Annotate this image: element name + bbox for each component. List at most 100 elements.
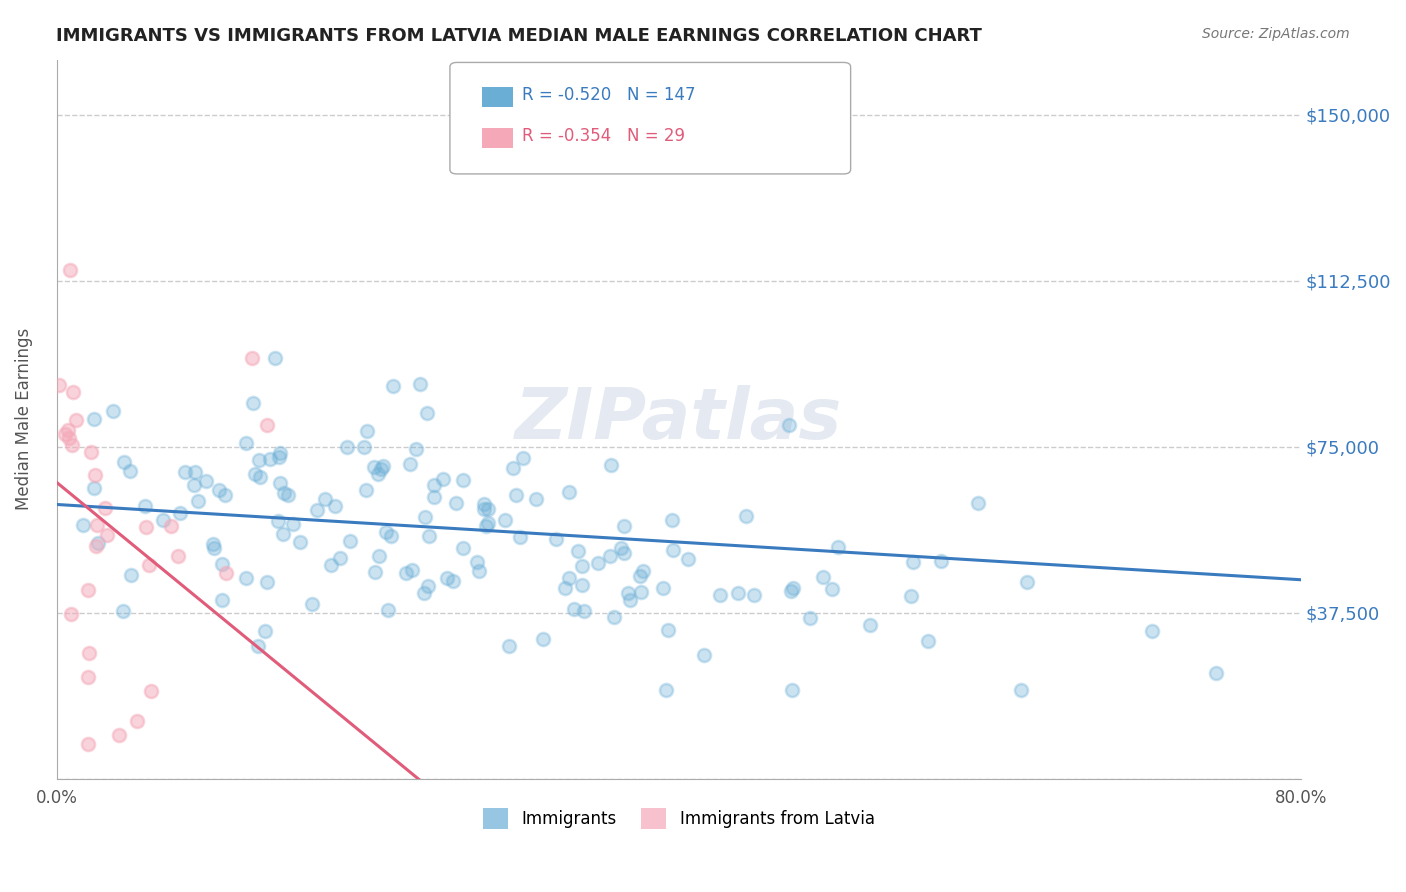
Point [86,518,108,533]
Point [79,647,101,661]
Point [60,438,83,452]
Point [602,610,624,624]
Point [654,683,676,698]
Point [112,455,135,469]
Point [619,593,641,607]
Point [96,528,118,542]
Point [399,457,422,471]
Point [169,506,191,520]
Point [256,417,278,432]
Point [628,569,651,583]
Point [259,451,281,466]
Text: R = -0.520   N = 147: R = -0.520 N = 147 [522,86,695,103]
Point [214,488,236,502]
Point [709,588,731,602]
Point [135,520,157,534]
Point [77,582,100,597]
Point [901,555,924,569]
Point [567,543,589,558]
Point [811,570,834,584]
Point [112,604,135,618]
Point [613,546,636,560]
Point [354,483,377,498]
Point [211,592,233,607]
Point [692,648,714,663]
Point [94,501,117,516]
Point [184,466,207,480]
Point [62,385,84,400]
Point [118,464,141,478]
Point [599,549,621,564]
Point [735,508,758,523]
Point [661,542,683,557]
Point [617,585,640,599]
Point [240,351,263,366]
Point [83,481,105,495]
Point [367,467,389,481]
Point [780,683,803,698]
Legend: Immigrants, Immigrants from Latvia: Immigrants, Immigrants from Latvia [477,802,882,835]
Point [405,442,427,457]
Point [382,379,405,393]
Point [108,728,131,742]
Point [301,597,323,611]
Point [138,558,160,572]
Point [267,450,290,464]
Point [502,461,524,475]
Point [630,584,652,599]
Point [101,404,124,418]
Point [465,555,488,569]
Point [423,477,446,491]
Point [1140,624,1163,638]
Point [900,589,922,603]
Text: IMMIGRANTS VS IMMIGRANTS FROM LATVIA MEDIAN MALE EARNINGS CORRELATION CHART: IMMIGRANTS VS IMMIGRANTS FROM LATVIA MED… [56,27,983,45]
Point [676,552,699,566]
Point [243,467,266,482]
Point [1205,666,1227,681]
Point [600,458,623,472]
Point [187,493,209,508]
Point [652,582,675,596]
Point [329,550,352,565]
Point [408,377,430,392]
Point [472,501,495,516]
Point [477,502,499,516]
Point [586,556,609,570]
Point [76,669,98,683]
Point [65,413,87,427]
Y-axis label: Median Male Earnings: Median Male Earnings [15,328,32,510]
Point [571,578,593,592]
Point [413,586,436,600]
Point [173,465,195,479]
Point [415,406,437,420]
Point [321,558,343,572]
Point [380,528,402,542]
Point [269,445,291,459]
Point [432,472,454,486]
Point [413,509,436,524]
Point [494,513,516,527]
Point [778,417,800,432]
Point [374,525,396,540]
Point [609,541,631,556]
Point [235,571,257,585]
Point [401,563,423,577]
Point [201,537,224,551]
Point [48,377,70,392]
Point [76,737,98,751]
Point [305,503,328,517]
Point [314,491,336,506]
Point [253,624,276,638]
Point [423,490,446,504]
Text: Source: ZipAtlas.com: Source: ZipAtlas.com [1202,27,1350,41]
Point [574,604,596,618]
Point [512,450,534,465]
Point [249,470,271,484]
Point [395,566,418,581]
Point [242,395,264,409]
Point [247,640,270,654]
Point [416,579,439,593]
Point [917,634,939,648]
Point [256,574,278,589]
Point [472,497,495,511]
